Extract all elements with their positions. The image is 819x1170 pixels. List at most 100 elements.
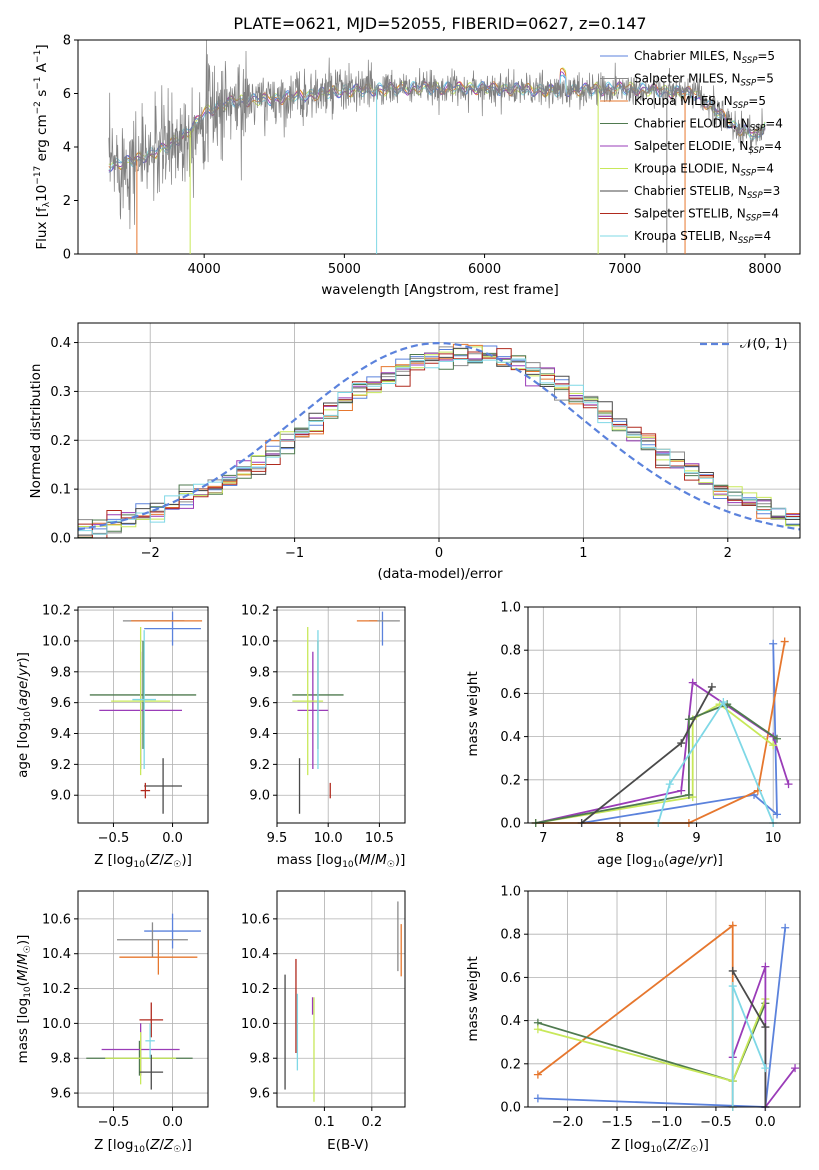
residuals-xtick-label: 0 [435, 546, 443, 561]
mass-weight-vs-Z-marker-kroupa-stelib [728, 982, 737, 991]
figure-title: PLATE=0621, MJD=52055, FIBERID=0627, z=0… [233, 14, 646, 33]
age-vs-Z-ytick-label: 9.8 [50, 665, 71, 680]
residuals-ytick-label: 0.2 [50, 434, 71, 449]
mass-weight-vs-age-marker-kroupa-elodie [769, 741, 778, 750]
mass-weight-vs-age-marker-chabrier-miles [773, 810, 782, 819]
spectrum-xlabel: wavelength [Angstrom, rest frame] [321, 282, 559, 298]
mass-weight-vs-Z-line-kroupa-stelib [731, 985, 767, 1107]
gaussian-curve [77, 341, 801, 531]
mass-weight-vs-age-xtick-label: 10 [765, 831, 782, 846]
mass-weight-vs-age-frame [527, 606, 801, 824]
mass-vs-EBV-xtick-label: 0.2 [361, 1115, 382, 1130]
mass-weight-vs-Z-marker-chabrier-stelib [728, 966, 737, 975]
mass-weight-vs-Z-ytick-label: 0.0 [500, 1101, 521, 1116]
mass-vs-EBV-ytick-label: 10.0 [241, 1017, 270, 1032]
age-vs-Z-xlabel: Z [log10(Z/Z☉)] [94, 852, 192, 870]
mass-vs-Z-ytick-label: 10.4 [42, 947, 71, 962]
mass-weight-vs-age-marker-chabrier-elodie [684, 790, 693, 799]
spectrum-ytick-label: 4 [63, 141, 71, 156]
mass-weight-vs-age-ytick-label: 0.4 [500, 730, 521, 745]
mass-vs-Z-ytick-label: 9.6 [50, 1087, 71, 1102]
mass-vs-EBV-ytick-label: 10.4 [241, 947, 270, 962]
mass-weight-vs-age-xlabel: age [log10(age/yr)] [597, 852, 723, 870]
mass-weight-vs-Z-frame [527, 890, 801, 1108]
mass-weight-vs-age-xtick-label: 7 [539, 831, 547, 846]
mass-weight-vs-age-ytick-label: 0.8 [500, 644, 521, 659]
age-vs-mass-ytick-label: 9.6 [249, 696, 270, 711]
spectrum-ytick-label: 6 [63, 87, 71, 102]
mass-vs-Z-ytick-label: 10.0 [42, 1017, 71, 1032]
gaussian-legend-label: 𝒩(0, 1) [740, 337, 787, 352]
age-vs-mass-ytick-label: 9.8 [249, 665, 270, 680]
spectrum-model-kroupa-elodie [108, 67, 766, 170]
mass-weight-vs-Z-line-kroupa-miles [537, 923, 734, 1107]
residuals-histograms [78, 343, 800, 539]
spectrum-xtick-label: 8000 [748, 262, 781, 277]
legend-label-chabrier-miles: Chabrier MILES, NSSP=5 [634, 49, 775, 66]
mass-weight-vs-Z-marker-chabrier-miles [533, 1094, 542, 1103]
mass-weight-vs-age-marker-salpeter-elodie [677, 786, 686, 795]
age-vs-Z-ytick-label: 9.0 [50, 789, 71, 804]
mass-weight-vs-Z-marker-chabrier-stelib [761, 1023, 770, 1032]
mass-weight-vs-age-marker-chabrier-stelib [677, 739, 686, 748]
age-vs-Z-ylabel: age [log10(age/yr)] [15, 652, 33, 778]
age-vs-Z-xtick-label: −0.5 [98, 831, 130, 846]
mass-weight-vs-Z-xtick-label: −0.5 [700, 1115, 732, 1130]
mass-weight-vs-age-marker-salpeter-elodie [688, 678, 697, 687]
mass-weight-vs-age-marker-chabrier-elodie [773, 734, 782, 743]
age-vs-Z-ytick-label: 9.2 [50, 758, 71, 773]
mass-weight-vs-Z-marker-chabrier-miles [781, 923, 790, 932]
spectrum-ylabel: Flux [fλ10−17 erg cm−2 s−1 A−1] [33, 44, 52, 249]
mass-weight-vs-Z-ytick-label: 0.2 [500, 1057, 521, 1072]
mass-vs-EBV-ytick-label: 10.2 [241, 982, 270, 997]
residuals-ytick-label: 0.1 [50, 483, 71, 498]
spectrum-lines [108, 40, 766, 254]
spectrum-panel: 4000 5000 6000 7000 8000 0 2 4 6 8 Chabrier MILES… [33, 34, 801, 298]
mass-weight-vs-Z-marker-salpeter-elodie [791, 1064, 800, 1073]
mass-weight-vs-age-ytick-label: 0.2 [500, 773, 521, 788]
mass-vs-Z-xlabel: Z [log10(Z/Z☉)] [94, 1137, 192, 1155]
mass-vs-EBV-ytick-label: 9.8 [249, 1052, 270, 1067]
age-vs-mass-xtick-label: 10.0 [314, 831, 343, 846]
mass-weight-vs-Z-xtick-label: 0.0 [755, 1115, 776, 1130]
mass-weight-vs-Z-ytick-label: 0.6 [500, 971, 521, 986]
mass-weight-vs-age-ytick-label: 1.0 [500, 601, 521, 616]
mass-vs-EBV-ytick-label: 10.6 [241, 912, 270, 927]
mass-weight-vs-Z-marker-kroupa-miles [533, 1070, 542, 1079]
mass-weight-vs-age-marker-kroupa-stelib [665, 780, 674, 789]
residuals-hist-kroupa-stelib [78, 358, 800, 535]
mass-weight-vs-Z-ytick-label: 0.4 [500, 1014, 521, 1029]
spectrum-data [108, 40, 766, 230]
residuals-xtick-label: 1 [579, 546, 587, 561]
mass-weight-vs-Z-panel: −2.0 −1.5 −1.0 −0.5 0.0 0.0 0.2 0.4 0.6 0.8 1.0 [500, 885, 801, 1130]
mass-vs-EBV-frame [276, 890, 406, 1108]
mass-weight-vs-Z-marker-kroupa-stelib [761, 1064, 770, 1073]
legend-label-chabrier-stelib: Chabrier STELIB, NSSP=3 [634, 184, 780, 201]
age-vs-mass-ytick-label: 10.2 [241, 604, 270, 619]
mass-vs-EBV-panel: 0.1 0.2 9.6 9.8 10.0 10.2 10.4 10.6 [241, 890, 406, 1130]
mass-weight-vs-age-panel: 7 8 9 10 0.0 0.2 0.4 0.6 0.8 1.0 [500, 601, 801, 846]
age-vs-mass-ytick-label: 10.0 [241, 634, 270, 649]
age-vs-Z-panel: −0.5 0.0 9.0 9.2 9.4 9.6 9.8 10.0 10.2 [42, 604, 209, 846]
spectrum-xtick-label: 4000 [188, 262, 221, 277]
legend-label-kroupa-miles: Kroupa MILES, NSSP=5 [634, 94, 766, 111]
age-vs-mass-xtick-label: 9.5 [267, 831, 288, 846]
residuals-panel: −2 −1 0 1 2 0.0 0.1 0.2 0.3 0.4 𝒩(0, 1) (data-mod… [28, 322, 801, 582]
residuals-xtick-label: 2 [724, 546, 732, 561]
mass-weight-vs-Z-line-chabrier-elodie [537, 1002, 767, 1083]
mass-weight-vs-Z-marker-salpeter-elodie [761, 962, 770, 971]
age-vs-mass-xlabel: mass [log10(M/M☉)] [277, 852, 406, 870]
legend-label-kroupa-elodie: Kroupa ELODIE, NSSP=4 [634, 162, 774, 179]
spectrum-xtick-label: 5000 [328, 262, 361, 277]
mass-weight-vs-age-marker-chabrier-elodie [684, 715, 693, 724]
age-vs-Z-xtick-label: 0.0 [162, 831, 183, 846]
mass-weight-vs-Z-marker-kroupa-miles [728, 921, 737, 930]
spectrum-xtick-label: 7000 [608, 262, 641, 277]
residuals-xtick-label: −1 [285, 546, 304, 561]
mass-weight-vs-age-ylabel: mass weight [465, 671, 481, 756]
age-vs-Z-ytick-label: 10.0 [42, 634, 71, 649]
mass-vs-Z-ytick-label: 10.6 [42, 912, 71, 927]
mass-weight-vs-age-marker-chabrier-stelib [707, 682, 716, 691]
age-vs-mass-xtick-label: 10.5 [365, 831, 394, 846]
mass-weight-vs-Z-ylabel: mass weight [465, 956, 481, 1041]
